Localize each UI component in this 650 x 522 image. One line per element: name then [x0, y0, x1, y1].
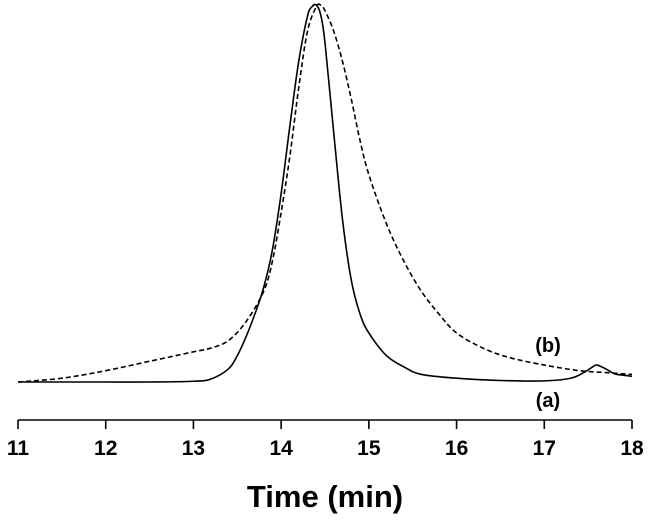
x-tick-label-12: 12 [94, 437, 117, 460]
series-b-line [17, 3, 633, 383]
series-group [17, 3, 633, 383]
x-tick-label-16: 16 [445, 437, 468, 460]
x-axis-ticks [17, 420, 633, 429]
x-tick-label-11: 11 [7, 437, 30, 460]
series-a-line [18, 3, 633, 383]
x-tick-label-17: 17 [533, 437, 556, 460]
series-labels: (a) (b) [535, 335, 561, 412]
x-tick-label-14: 14 [269, 437, 293, 460]
x-tick-label-15: 15 [357, 437, 381, 460]
series-b-label: (b) [535, 335, 561, 357]
series-a-label: (a) [536, 390, 560, 412]
x-tick-label-13: 13 [182, 437, 205, 460]
x-axis-tick-labels: 11 12 13 14 15 16 17 18 [7, 437, 644, 460]
x-axis-title: Time (min) [247, 479, 403, 514]
x-tick-label-18: 18 [620, 437, 644, 460]
